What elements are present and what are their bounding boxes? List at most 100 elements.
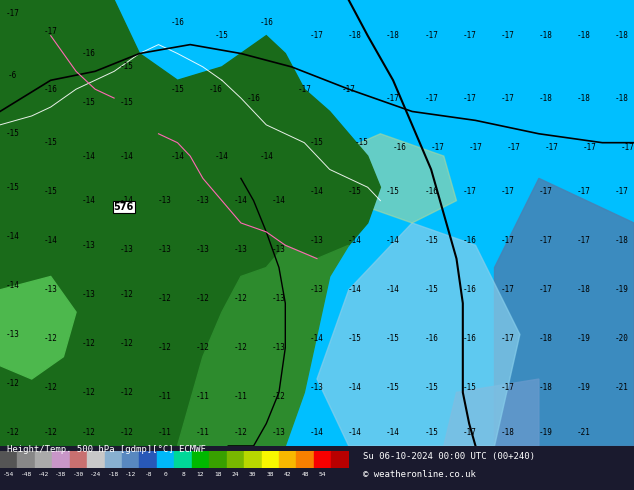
Text: -20: -20 [614, 334, 628, 343]
Text: -17: -17 [500, 384, 514, 392]
Text: -17: -17 [462, 94, 476, 102]
Text: -14: -14 [6, 281, 20, 290]
Text: 0: 0 [164, 472, 167, 477]
Text: -17: -17 [576, 236, 590, 245]
Text: -18: -18 [538, 384, 552, 392]
Text: -12: -12 [44, 428, 58, 437]
Text: -14: -14 [386, 236, 400, 245]
Text: -14: -14 [120, 151, 134, 161]
Bar [279, 451, 297, 468]
Text: -19: -19 [576, 384, 590, 392]
Text: -18: -18 [576, 94, 590, 102]
Text: -15: -15 [215, 31, 229, 40]
Text: -18: -18 [614, 236, 628, 245]
Text: -14: -14 [44, 236, 58, 245]
Text: -15: -15 [6, 129, 20, 138]
Text: -14: -14 [259, 151, 273, 161]
Text: 18: 18 [214, 472, 222, 477]
Text: -17: -17 [424, 94, 438, 102]
Bar [227, 451, 244, 468]
Text: -19: -19 [538, 428, 552, 437]
Text: -17: -17 [430, 143, 444, 151]
Text: -11: -11 [158, 392, 172, 401]
Text: -16: -16 [462, 236, 476, 245]
Text: -18: -18 [538, 31, 552, 40]
Text: -15: -15 [424, 236, 438, 245]
Text: -17: -17 [500, 187, 514, 196]
Text: -17: -17 [614, 187, 628, 196]
Text: -13: -13 [272, 428, 286, 437]
Text: -16: -16 [259, 18, 273, 27]
Bar [105, 451, 122, 468]
Polygon shape [330, 134, 456, 223]
Text: -18: -18 [108, 472, 119, 477]
Text: -18: -18 [576, 285, 590, 294]
Text: -15: -15 [386, 334, 400, 343]
Text: -6: -6 [8, 72, 17, 80]
Text: -12: -12 [82, 339, 96, 348]
Text: -16: -16 [82, 49, 96, 58]
Polygon shape [444, 379, 539, 446]
Text: -24: -24 [90, 472, 101, 477]
Text: -15: -15 [82, 98, 96, 107]
Bar [262, 451, 279, 468]
Text: -13: -13 [272, 343, 286, 352]
Text: -17: -17 [500, 31, 514, 40]
Text: -18: -18 [614, 31, 628, 40]
Text: -30: -30 [73, 472, 84, 477]
Text: -18: -18 [348, 31, 362, 40]
Bar [332, 451, 349, 468]
Text: -17: -17 [545, 143, 559, 151]
Text: 24: 24 [231, 472, 239, 477]
Text: -8: -8 [145, 472, 152, 477]
Text: -21: -21 [614, 384, 628, 392]
Text: -14: -14 [120, 196, 134, 205]
Text: -12: -12 [82, 428, 96, 437]
Text: -16: -16 [44, 85, 58, 94]
Text: -14: -14 [386, 428, 400, 437]
Text: -17: -17 [462, 31, 476, 40]
Text: -15: -15 [424, 428, 438, 437]
Text: -12: -12 [6, 428, 20, 437]
Text: -15: -15 [424, 384, 438, 392]
Text: -11: -11 [196, 392, 210, 401]
Text: -17: -17 [462, 187, 476, 196]
Text: -12: -12 [120, 388, 134, 397]
Text: -11: -11 [196, 428, 210, 437]
Text: -13: -13 [310, 285, 324, 294]
Text: -14: -14 [272, 196, 286, 205]
Text: -13: -13 [272, 245, 286, 254]
Text: 12: 12 [197, 472, 204, 477]
Text: © weatheronline.co.uk: © weatheronline.co.uk [363, 470, 476, 479]
Text: -17: -17 [462, 428, 476, 437]
Text: -18: -18 [538, 94, 552, 102]
Text: -13: -13 [6, 330, 20, 339]
Text: -12: -12 [120, 428, 134, 437]
Text: -14: -14 [310, 187, 324, 196]
Text: -15: -15 [44, 138, 58, 147]
Text: 38: 38 [266, 472, 274, 477]
Text: -17: -17 [500, 334, 514, 343]
Text: -15: -15 [44, 187, 58, 196]
Text: -15: -15 [424, 285, 438, 294]
Text: -17: -17 [500, 236, 514, 245]
Text: -14: -14 [234, 196, 248, 205]
Text: -13: -13 [272, 294, 286, 303]
Text: -13: -13 [196, 196, 210, 205]
Text: -15: -15 [171, 85, 184, 94]
Text: -13: -13 [82, 290, 96, 299]
Text: -13: -13 [44, 285, 58, 294]
Text: -48: -48 [20, 472, 32, 477]
Text: -17: -17 [583, 143, 597, 151]
Text: -19: -19 [576, 334, 590, 343]
Text: -19: -19 [614, 285, 628, 294]
Text: -12: -12 [196, 294, 210, 303]
Text: -15: -15 [348, 334, 362, 343]
Text: -15: -15 [462, 384, 476, 392]
Text: -17: -17 [386, 94, 400, 102]
Text: -13: -13 [120, 245, 134, 254]
Text: -12: -12 [82, 388, 96, 397]
Text: -16: -16 [209, 85, 223, 94]
Text: 54: 54 [319, 472, 327, 477]
Text: -15: -15 [120, 62, 134, 72]
